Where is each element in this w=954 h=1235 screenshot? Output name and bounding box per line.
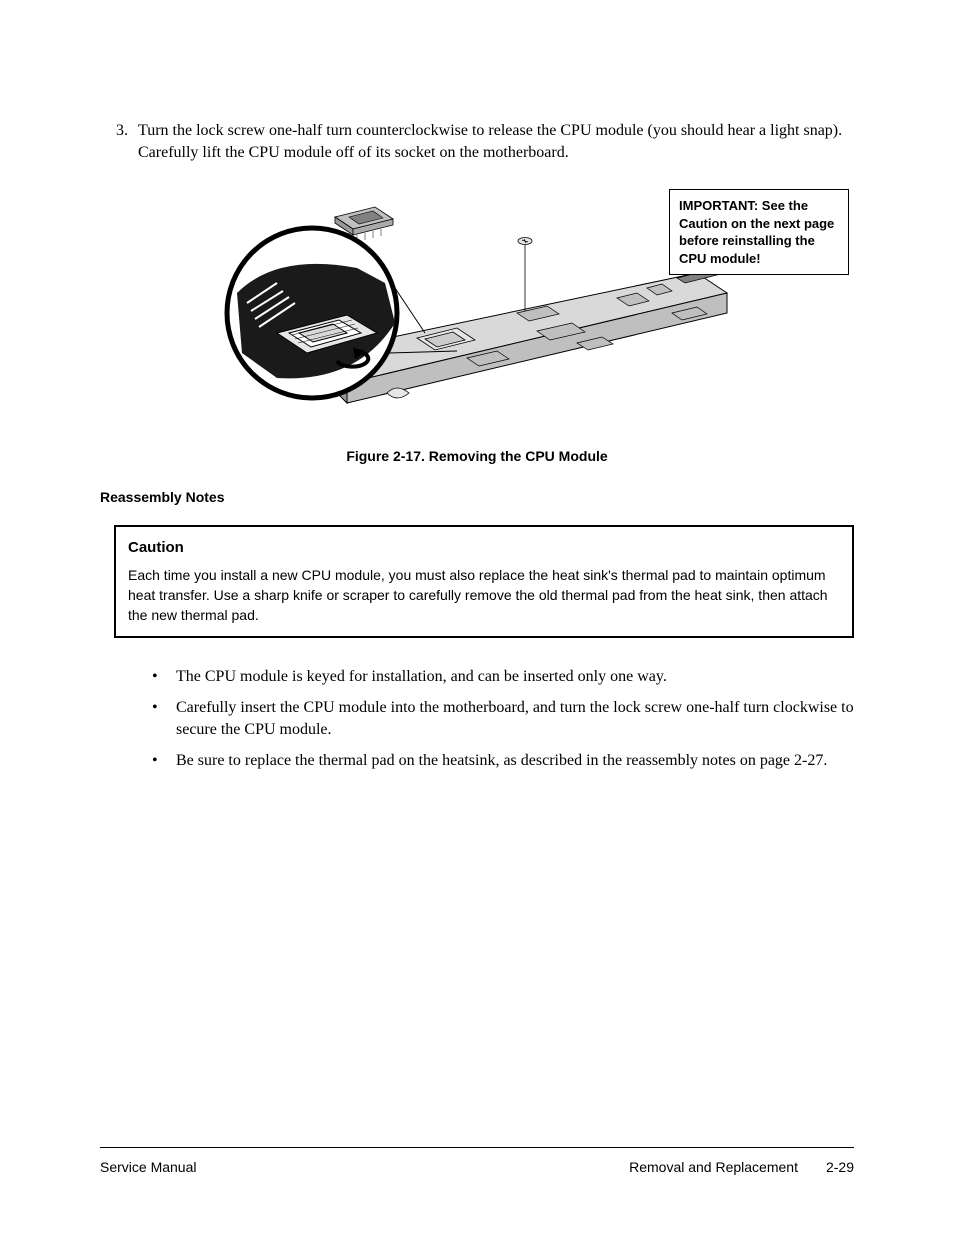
footer-page-number: 2-29 [826,1158,854,1177]
footer-row: Service Manual Removal and Replacement 2… [100,1158,854,1177]
footer-section: Removal and Replacement [629,1158,798,1177]
bulleted-list: The CPU module is keyed for installation… [148,666,854,772]
figure-caption: Figure 2-17. Removing the CPU Module [100,447,854,466]
document-page: 3. Turn the lock screw one-half turn cou… [0,0,954,1235]
footer-rule [100,1147,854,1148]
caution-title: Caution [128,537,840,559]
bullet-text: The CPU module is keyed for installation… [176,668,667,685]
footer-left: Service Manual [100,1158,197,1177]
reassembly-heading: Reassembly Notes [100,488,854,507]
caution-body: Each time you install a new CPU module, … [128,565,840,626]
list-item: The CPU module is keyed for installation… [148,666,854,688]
bullet-text: Carefully insert the CPU module into the… [176,699,854,738]
step-text: Turn the lock screw one-half turn counte… [138,122,842,161]
footer-right: Removal and Replacement 2-29 [629,1158,854,1177]
figure-illustration [217,183,737,413]
list-item: Be sure to replace the thermal pad on th… [148,750,854,772]
caution-box: Caution Each time you install a new CPU … [114,525,854,638]
page-footer: Service Manual Removal and Replacement 2… [100,1147,854,1177]
figure-callout-text: IMPORTANT: See the Caution on the next p… [679,198,834,266]
figure-callout-box: IMPORTANT: See the Caution on the next p… [669,189,849,275]
figure-area: IMPORTANT: See the Caution on the next p… [217,183,737,433]
step-number: 3. [116,120,128,142]
bullet-text: Be sure to replace the thermal pad on th… [176,752,827,769]
numbered-step-list: 3. Turn the lock screw one-half turn cou… [116,120,854,163]
step-3: 3. Turn the lock screw one-half turn cou… [116,120,854,163]
list-item: Carefully insert the CPU module into the… [148,697,854,740]
